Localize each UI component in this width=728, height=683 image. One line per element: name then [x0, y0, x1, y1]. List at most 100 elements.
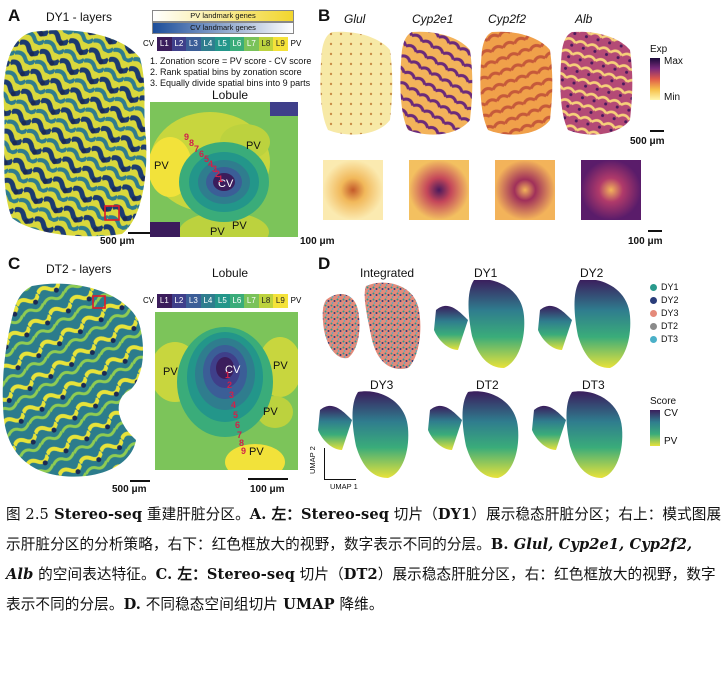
pv-landmark-bar: PV landmark genes — [152, 10, 294, 22]
layer-chip-l6: L6 — [229, 37, 245, 51]
lobule-c-scalebar: 100 μm — [250, 484, 285, 495]
panel-b-zoom-scalebar-line — [648, 230, 662, 232]
lobule-a-scalebar: 100 μm — [300, 236, 335, 247]
lobule-layer-number: 6 — [235, 420, 241, 430]
panel-a-scalebar: 500 μm — [100, 232, 150, 247]
gene-zoom-tiles — [323, 160, 641, 220]
gene-label-glul: Glul — [344, 12, 366, 26]
layer-chip-l4: L4 — [200, 294, 216, 308]
panel-label-c: C — [8, 254, 21, 273]
umap-title-dy1: DY1 — [474, 266, 498, 280]
score-min-label: PV — [664, 436, 678, 447]
panel-label-d: D — [318, 254, 331, 273]
zonation-steps: 1. Zonation score = PV score - CV score … — [150, 56, 312, 88]
umap-title-dy3: DY3 — [370, 378, 394, 392]
layer-legend-a: CV L1 L2 L3 L4 L5 L6 L7 L8 L9 PV — [140, 37, 304, 51]
legend-item-dy3: DY3 — [650, 308, 679, 319]
layer-chip-l3: L3 — [186, 37, 201, 51]
panel-a-title: DY1 - layers — [46, 10, 113, 24]
umap-axis-x: UMAP 1 — [330, 482, 358, 491]
gene-label-cyp2e1: Cyp2e1 — [412, 12, 454, 26]
umap-title-integrated: Integrated — [360, 266, 415, 280]
gene-expression-maps — [320, 31, 633, 135]
umap-title-dt2: DT2 — [476, 378, 499, 392]
figure-caption: 图 2.5 Stereo-seq 重建肝脏分区。A. 左：Stereo-seq … — [6, 506, 722, 613]
layer-chip-l4: L4 — [200, 37, 216, 51]
layer-legend-c: CV L1 L2 L3 L4 L5 L6 L7 L8 L9 PV — [140, 294, 304, 308]
panel-b-scalebar: 500 μm — [630, 136, 665, 147]
umap-title-dy2: DY2 — [580, 266, 604, 280]
lobule-layer-number: 7 — [194, 144, 200, 154]
lobule-layer-number: 3 — [212, 164, 218, 174]
lobule-layer-number: 2 — [215, 169, 221, 179]
exp-min-label: Min — [664, 92, 681, 103]
lobule-c-scalebar-line — [248, 478, 288, 480]
lobule-title-c: Lobule — [212, 266, 249, 280]
lobule-layer-number: 7 — [237, 430, 243, 440]
score-legend-title: Score — [650, 396, 677, 407]
layer-chip-l1: L1 — [157, 294, 172, 308]
dt2-layers-tissue — [2, 283, 144, 477]
umap-title-dt3: DT3 — [582, 378, 605, 392]
gene-label-cyp2f2: Cyp2f2 — [488, 12, 527, 26]
layer-chip-l1: L1 — [157, 37, 172, 51]
layer-chip-l2: L2 — [171, 37, 187, 51]
layer-chip-l3: L3 — [186, 294, 201, 308]
panel-label-a: A — [8, 6, 21, 25]
lobule-layer-number: 1 — [225, 370, 231, 380]
lobule-layer-number: 8 — [189, 138, 195, 148]
lobule-layer-number: 6 — [199, 149, 205, 159]
dy1-layers-tissue — [3, 30, 147, 237]
legend-item-dy2: DY2 — [650, 295, 679, 306]
lobule-layer-number: 5 — [233, 410, 239, 420]
lobule-layer-number: 4 — [208, 159, 214, 169]
lobule-layer-number: 5 — [204, 154, 210, 164]
exp-colorbar — [650, 58, 660, 100]
layer-chip-l5: L5 — [215, 37, 230, 51]
legend-dot-dt2 — [650, 323, 657, 330]
cv-landmark-bar: CV landmark genes — [152, 22, 294, 34]
score-colorbar — [650, 410, 660, 446]
legend-dot-dy2 — [650, 297, 657, 304]
lobule-title-a: Lobule — [212, 88, 249, 102]
panel-b-scalebar-line — [650, 130, 664, 132]
umap-axis-y: UMAP 2 — [308, 446, 317, 474]
layer-chip-l7: L7 — [244, 294, 259, 308]
panel-c-scalebar-line — [130, 480, 150, 482]
panel-c-scalebar: 500 μm — [112, 484, 147, 495]
score-max-label: CV — [664, 408, 678, 419]
layer-chip-l6: L6 — [229, 294, 245, 308]
gene-label-alb: Alb — [575, 12, 593, 26]
lobule-layer-number: 9 — [184, 132, 190, 142]
panel-b-zoom-scalebar: 100 μm — [628, 236, 663, 247]
layer-chip-l7: L7 — [244, 37, 259, 51]
layer-chip-l9: L9 — [273, 294, 288, 308]
zoom-box-c — [92, 295, 106, 309]
legend-item-dt3: DT3 — [650, 334, 679, 345]
legend-dot-dt3 — [650, 336, 657, 343]
lobule-layer-number: 1 — [218, 174, 224, 184]
lobule-layer-number: 2 — [227, 380, 233, 390]
umap-plots — [318, 280, 631, 478]
umap-axis-x-line — [324, 479, 356, 480]
layer-chip-l8: L8 — [258, 37, 274, 51]
sample-legend: DY1 DY2 DY3 DT2 DT3 — [650, 282, 679, 347]
lobule-layer-number: 4 — [231, 400, 237, 410]
lobule-layer-number: 8 — [239, 438, 245, 448]
exp-max-label: Max — [664, 56, 683, 67]
legend-item-dt2: DT2 — [650, 321, 679, 332]
legend-dot-dy3 — [650, 310, 657, 317]
lobule-layer-number: 9 — [241, 446, 247, 456]
lobule-layer-number: 3 — [229, 390, 235, 400]
legend-item-dy1: DY1 — [650, 282, 679, 293]
panel-c-title: DT2 - layers — [46, 262, 112, 276]
layer-chip-l8: L8 — [258, 294, 274, 308]
legend-dot-dy1 — [650, 284, 657, 291]
panel-label-b: B — [318, 6, 331, 25]
umap-axis-y-line — [324, 448, 325, 480]
layer-chip-l5: L5 — [215, 294, 230, 308]
layer-chip-l2: L2 — [171, 294, 187, 308]
exp-legend-title: Exp — [650, 44, 668, 55]
